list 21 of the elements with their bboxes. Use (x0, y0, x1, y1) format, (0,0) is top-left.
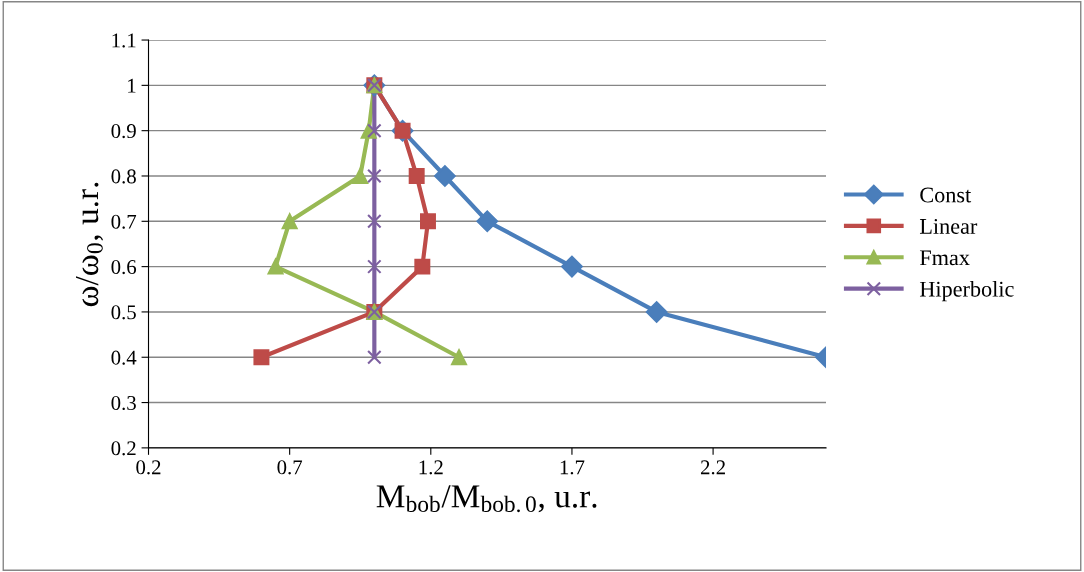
x-tick-label: 2.2 (700, 460, 725, 475)
y-tick-label: 0.3 (111, 395, 136, 411)
y-axis-title: ω/ω$_{0}$, u.r. (76, 182, 104, 307)
y-tick-label: 0.4 (111, 350, 137, 365)
legend-label: Linear (919, 218, 978, 234)
y-tick-label: 0.7 (111, 214, 137, 229)
y-tick-label: 0.5 (111, 305, 136, 320)
legend-label: Const (920, 187, 972, 203)
y-tick-label: 0.9 (111, 124, 136, 139)
legend-label: Fmax (919, 250, 970, 266)
y-tick-label: 0.2 (111, 441, 136, 456)
y-tick-label: 0.8 (111, 169, 136, 184)
x-tick-label: 0.2 (136, 460, 161, 475)
x-tick-label: 1.2 (419, 460, 443, 475)
x-tick-label: 1.7 (560, 460, 585, 475)
y-tick-label: 1 (128, 78, 136, 93)
x-tick-label: 0.7 (277, 460, 303, 475)
y-tick-label: 0.6 (111, 259, 137, 275)
y-tick-label: 1.1 (112, 33, 136, 48)
x-axis-title: M$_{bob}$/M$_{bob.0}$, u.r. (376, 485, 597, 513)
legend-label: Hiperbolic (919, 281, 1014, 302)
